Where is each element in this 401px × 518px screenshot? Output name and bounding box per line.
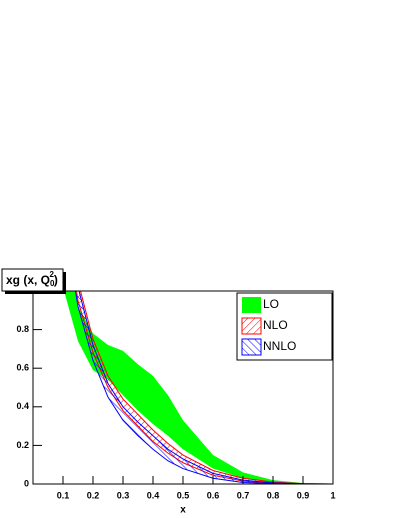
title-box (1, 268, 64, 292)
legend-label: NLO (263, 318, 288, 332)
band-nnlo (74, 291, 333, 484)
x-tick-label: 0.2 (87, 490, 100, 500)
y-tick-label: 0 (24, 478, 29, 488)
x-tick-label: 0.7 (237, 490, 250, 500)
x-tick-label: 0.1 (57, 490, 70, 500)
band-lo (64, 291, 333, 484)
x-tick-label: 0.3 (117, 490, 130, 500)
title-sub: 0 (50, 279, 55, 288)
x-tick-label: 0.5 (177, 490, 190, 500)
y-tick-label: 0.8 (16, 324, 29, 334)
x-tick-label: 0.8 (267, 490, 280, 500)
x-tick-label: 0.9 (297, 490, 310, 500)
x-axis-label: x (180, 505, 186, 516)
legend-label: LO (263, 297, 279, 311)
x-tick-label: 0.4 (147, 490, 160, 500)
y-tick-label: 0.6 (16, 363, 29, 373)
x-tick-label: 0.6 (207, 490, 220, 500)
legend-swatch (241, 338, 262, 356)
x-tick-label: 1 (330, 490, 335, 500)
legend-label: NNLO (263, 339, 296, 353)
title-main: xg (x, Q (6, 273, 50, 287)
chart-title: xg (x, Q02) (6, 270, 58, 288)
y-tick-label: 0.4 (16, 401, 29, 411)
y-tick-label: 0.2 (16, 440, 29, 450)
title-sup: 2 (49, 270, 54, 279)
legend-swatch (241, 317, 262, 335)
legend-swatch (242, 297, 261, 313)
title-end: ) (54, 273, 58, 287)
